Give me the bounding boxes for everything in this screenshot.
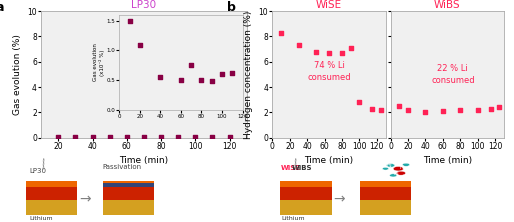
Point (191, 135, 199, 139)
Point (377, 108, 386, 112)
Point (174, 135, 182, 139)
Text: H₂: H₂ (394, 171, 399, 176)
Point (487, 107, 495, 110)
Text: b: b (227, 1, 236, 14)
Point (312, 50, 320, 53)
Point (346, 46, 355, 50)
Y-axis label: Hydrogen concentration (%): Hydrogen concentration (%) (244, 10, 253, 139)
Point (277, 31, 285, 34)
Text: a: a (0, 1, 5, 14)
Point (295, 44, 303, 47)
Y-axis label: Gas evolution (%): Gas evolution (%) (13, 34, 22, 115)
Point (404, 108, 412, 112)
Title: WiSE: WiSE (316, 0, 342, 10)
Text: 74 % Li
consumed: 74 % Li consumed (307, 61, 351, 82)
Text: WiBS: WiBS (291, 165, 312, 171)
Point (123, 135, 131, 139)
Point (421, 111, 430, 114)
Point (140, 135, 148, 139)
Point (456, 108, 464, 112)
Text: /: / (40, 157, 47, 171)
Text: H₂: H₂ (387, 163, 392, 168)
Point (54, 135, 62, 139)
Text: WiSE: WiSE (281, 165, 301, 171)
Text: Lithium: Lithium (29, 216, 53, 222)
X-axis label: Time (min): Time (min) (119, 156, 169, 165)
Point (338, 51, 346, 55)
Point (369, 107, 377, 110)
Point (473, 108, 482, 112)
Text: Lithium: Lithium (281, 216, 305, 222)
X-axis label: Time (min): Time (min) (304, 156, 354, 165)
Title: LP30: LP30 (132, 0, 156, 10)
Text: Passivation: Passivation (103, 164, 142, 170)
Point (88, 135, 97, 139)
Point (395, 104, 403, 108)
Text: →: → (79, 192, 90, 206)
Point (71, 135, 80, 139)
X-axis label: Time (min): Time (min) (423, 156, 472, 165)
Point (495, 105, 504, 109)
Text: 22 % Li
consumed: 22 % Li consumed (431, 64, 474, 85)
Title: WiBS: WiBS (434, 0, 461, 10)
Point (208, 135, 216, 139)
Point (325, 51, 333, 55)
Text: →: → (334, 192, 345, 206)
Text: H₂: H₂ (400, 165, 405, 170)
Point (355, 100, 363, 104)
Point (157, 135, 165, 139)
Point (105, 135, 114, 139)
Text: LP30: LP30 (29, 168, 46, 174)
Point (226, 135, 234, 139)
Point (439, 109, 447, 113)
Text: organic-inorganic SEI: organic-inorganic SEI (103, 168, 161, 173)
Text: /: / (292, 157, 299, 171)
